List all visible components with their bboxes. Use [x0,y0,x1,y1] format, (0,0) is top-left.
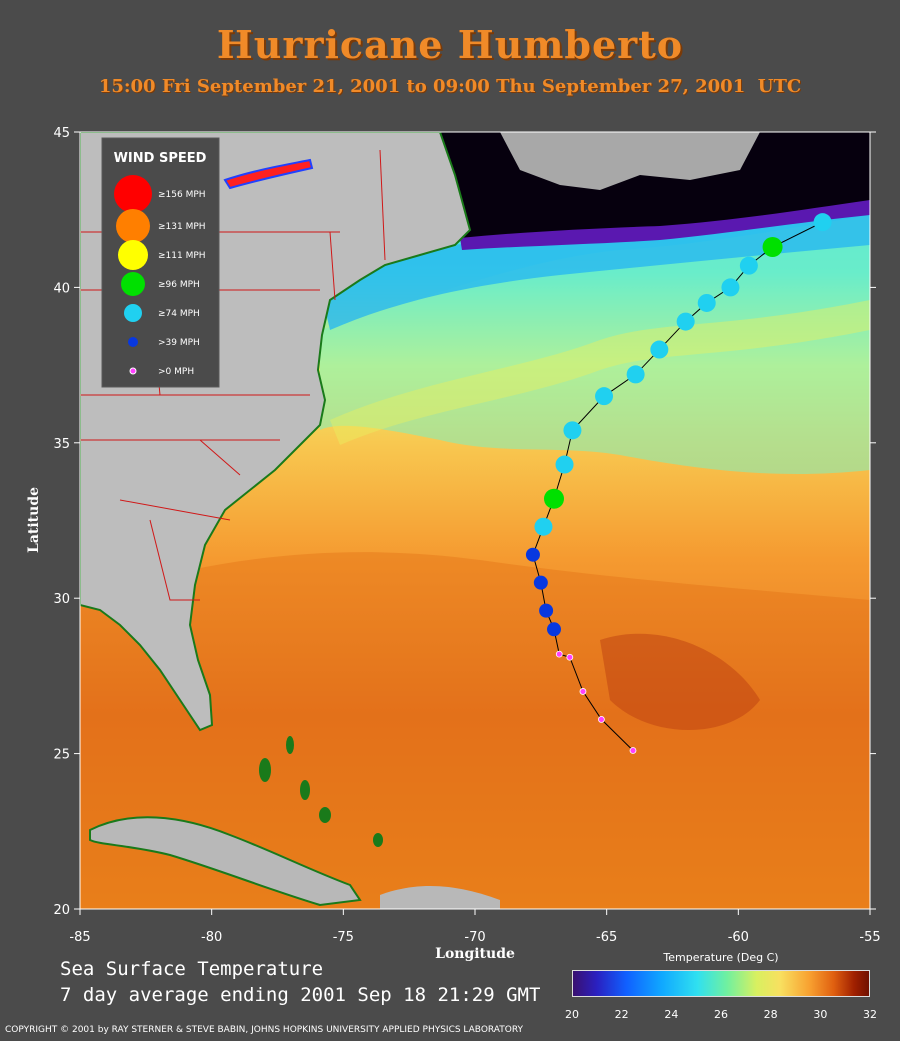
caption-line-1: Sea Surface Temperature [60,958,324,980]
colorbar-tick-label: 32 [863,1008,877,1021]
legend-label: ≥74 MPH [158,309,200,319]
legend-swatch [124,304,142,322]
map-caption: Sea Surface Temperature 7 day average en… [60,956,540,1008]
track-point [626,365,645,384]
track-point [547,622,561,637]
legend-background [101,137,220,388]
y-tick-label: 30 [53,592,70,607]
colorbar-tick-label: 26 [714,1008,728,1021]
y-tick-label: 35 [53,437,70,452]
legend-items: ≥156 MPH ≥131 MPH ≥111 MPH ≥96 MPH ≥74 MPH >3… [114,175,206,377]
track-point [579,688,587,695]
colorbar-tick-label: 30 [813,1008,828,1021]
y-tick-label: 40 [53,281,70,296]
x-tick-label: -65 [596,930,617,945]
legend-label: ≥131 MPH [158,222,206,232]
track-point [539,603,554,618]
track-point [721,278,740,297]
track-point [813,213,832,232]
cold-water-purple-edge [460,200,870,250]
copyright-notice: COPYRIGHT © 2001 by RAY STERNER & STEVE … [5,1025,524,1035]
x-tick-label: -80 [201,930,222,945]
legend-label: ≥156 MPH [158,190,206,200]
legend-swatch [129,367,137,375]
track-point [650,340,669,359]
colorbar-title: Temperature (Deg C) [663,951,779,964]
bahamas-islands [259,736,383,847]
colorbar-tick-label: 24 [664,1008,679,1021]
colorbar-tick-label: 20 [565,1008,579,1021]
track-point [534,517,553,536]
land-cuba [89,816,362,907]
legend-label: >0 MPH [158,367,194,377]
y-tick-label: 20 [53,903,70,918]
great-lakes [223,158,314,190]
y-axis-title: Latitude [26,487,42,553]
track-point [533,575,548,590]
legend-swatch [116,209,150,243]
legend-swatch [128,337,138,347]
land-canada [500,132,760,190]
track-point [762,236,783,257]
track-point [555,455,574,474]
x-axis-ticks: -85 -80 -75 -70 -65 -60 -55 [69,909,881,945]
x-tick-label: -70 [464,930,485,945]
caption-line-2: 7 day average ending 2001 Sep 18 21:29 G… [60,984,541,1006]
chart-subtitle: 15:00 Fri September 21, 2001 to 09:00 Th… [98,76,802,97]
track-point [739,256,758,275]
track-point [544,488,564,509]
gulf-stream-band [330,300,870,445]
hurricane-track [525,213,832,754]
x-tick-label: -75 [333,930,354,945]
temperature-colorbar [572,970,870,997]
legend-swatch [121,272,145,296]
track-point [563,421,582,440]
colorbar-tick-label: 28 [763,1008,778,1021]
track-point [598,716,605,723]
x-axis-title: Longitude [435,946,515,962]
track-point [697,293,716,312]
warm-eddy [600,633,760,730]
track-point [566,653,574,661]
y-tick-label: 45 [53,126,70,141]
legend-title: WIND SPEED [114,151,207,166]
track-point [525,547,540,562]
legend-swatch [118,240,148,270]
track-point [629,747,637,754]
colorbar-tick-label: 22 [614,1008,629,1021]
track-point [676,312,695,331]
x-tick-label: -85 [69,930,90,945]
legend-swatch [114,175,152,213]
track-point [555,650,563,658]
warm-water-region [80,552,870,909]
y-axis-ticks: 45 40 35 30 25 20 [53,126,876,918]
track-line [532,221,823,751]
x-tick-label: -60 [728,930,749,945]
legend-label: ≥111 MPH [158,251,206,261]
chart-title: Hurricane Humberto [216,22,684,67]
y-tick-label: 25 [53,748,70,763]
land-hispaniola [380,885,500,909]
wind-speed-legend: WIND SPEED ≥156 MPH ≥131 MPH ≥111 MPH ≥96 M… [101,137,220,388]
legend-label: ≥96 MPH [158,280,200,290]
track-point [595,387,614,406]
x-tick-label: -55 [859,930,880,945]
legend-label: >39 MPH [158,338,200,348]
